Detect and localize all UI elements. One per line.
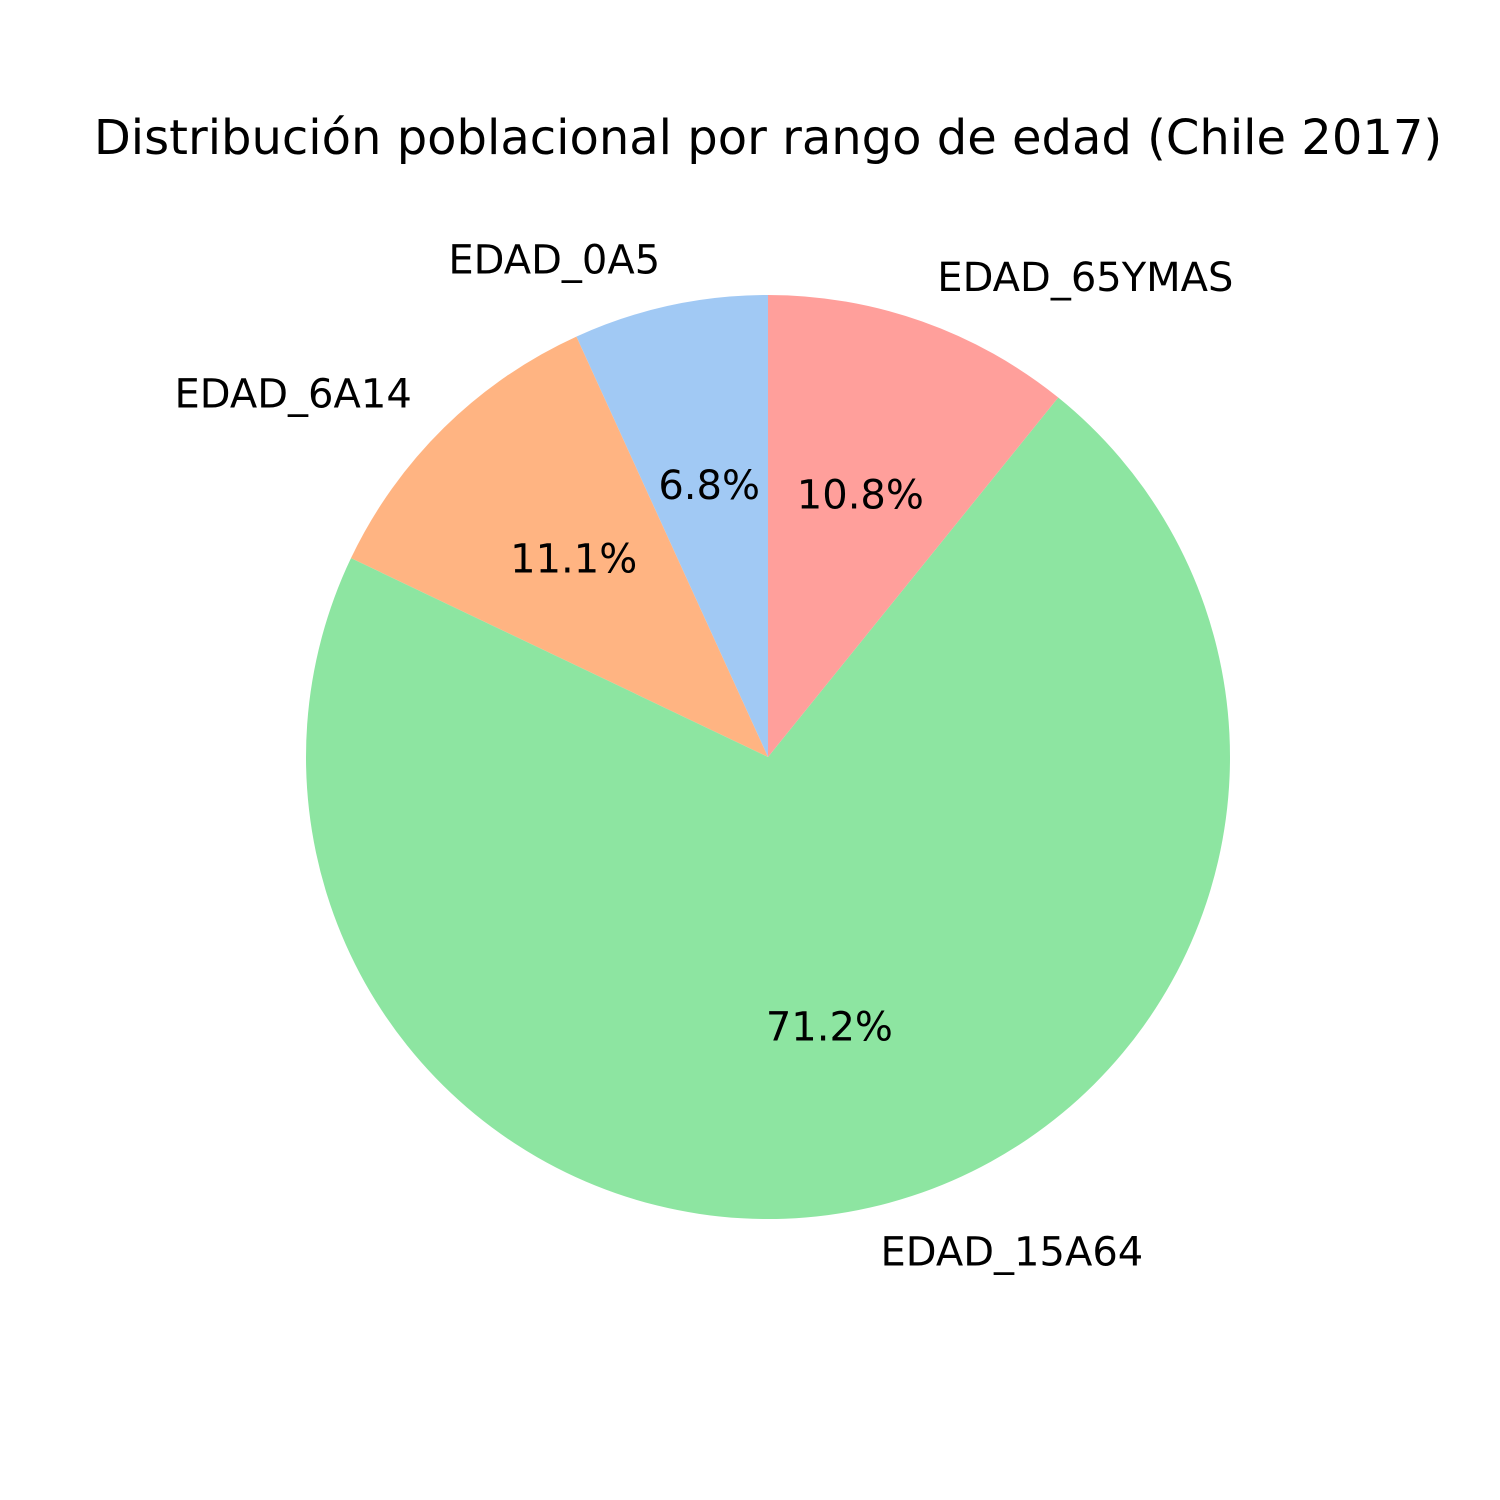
slice-label-edad-15a64: EDAD_15A64 (881, 1230, 1144, 1276)
chart-title: Distribución poblacional por rango de ed… (94, 110, 1442, 166)
pie-slice-edad-15a64 (306, 397, 1231, 1220)
pie-slices (306, 295, 1231, 1220)
pct-label-edad-0a5: 6.8% (658, 463, 760, 509)
pie-labels: EDAD_0A5 6.8% EDAD_6A14 11.1% EDAD_15A64 71.2… (175, 237, 1234, 1275)
pie-slice-edad-65ymas (768, 295, 1059, 757)
pct-label-edad-65ymas: 10.8% (797, 473, 924, 519)
pie-slice-edad-6a14 (350, 336, 768, 757)
pct-label-edad-15a64: 71.2% (766, 1004, 893, 1050)
pct-label-edad-6a14: 11.1% (510, 536, 637, 582)
slice-label-edad-6a14: EDAD_6A14 (175, 372, 412, 418)
slice-label-edad-65ymas: EDAD_65YMAS (937, 255, 1233, 301)
pie-slice-edad-0a5 (576, 295, 768, 757)
slice-label-edad-0a5: EDAD_0A5 (448, 237, 660, 283)
